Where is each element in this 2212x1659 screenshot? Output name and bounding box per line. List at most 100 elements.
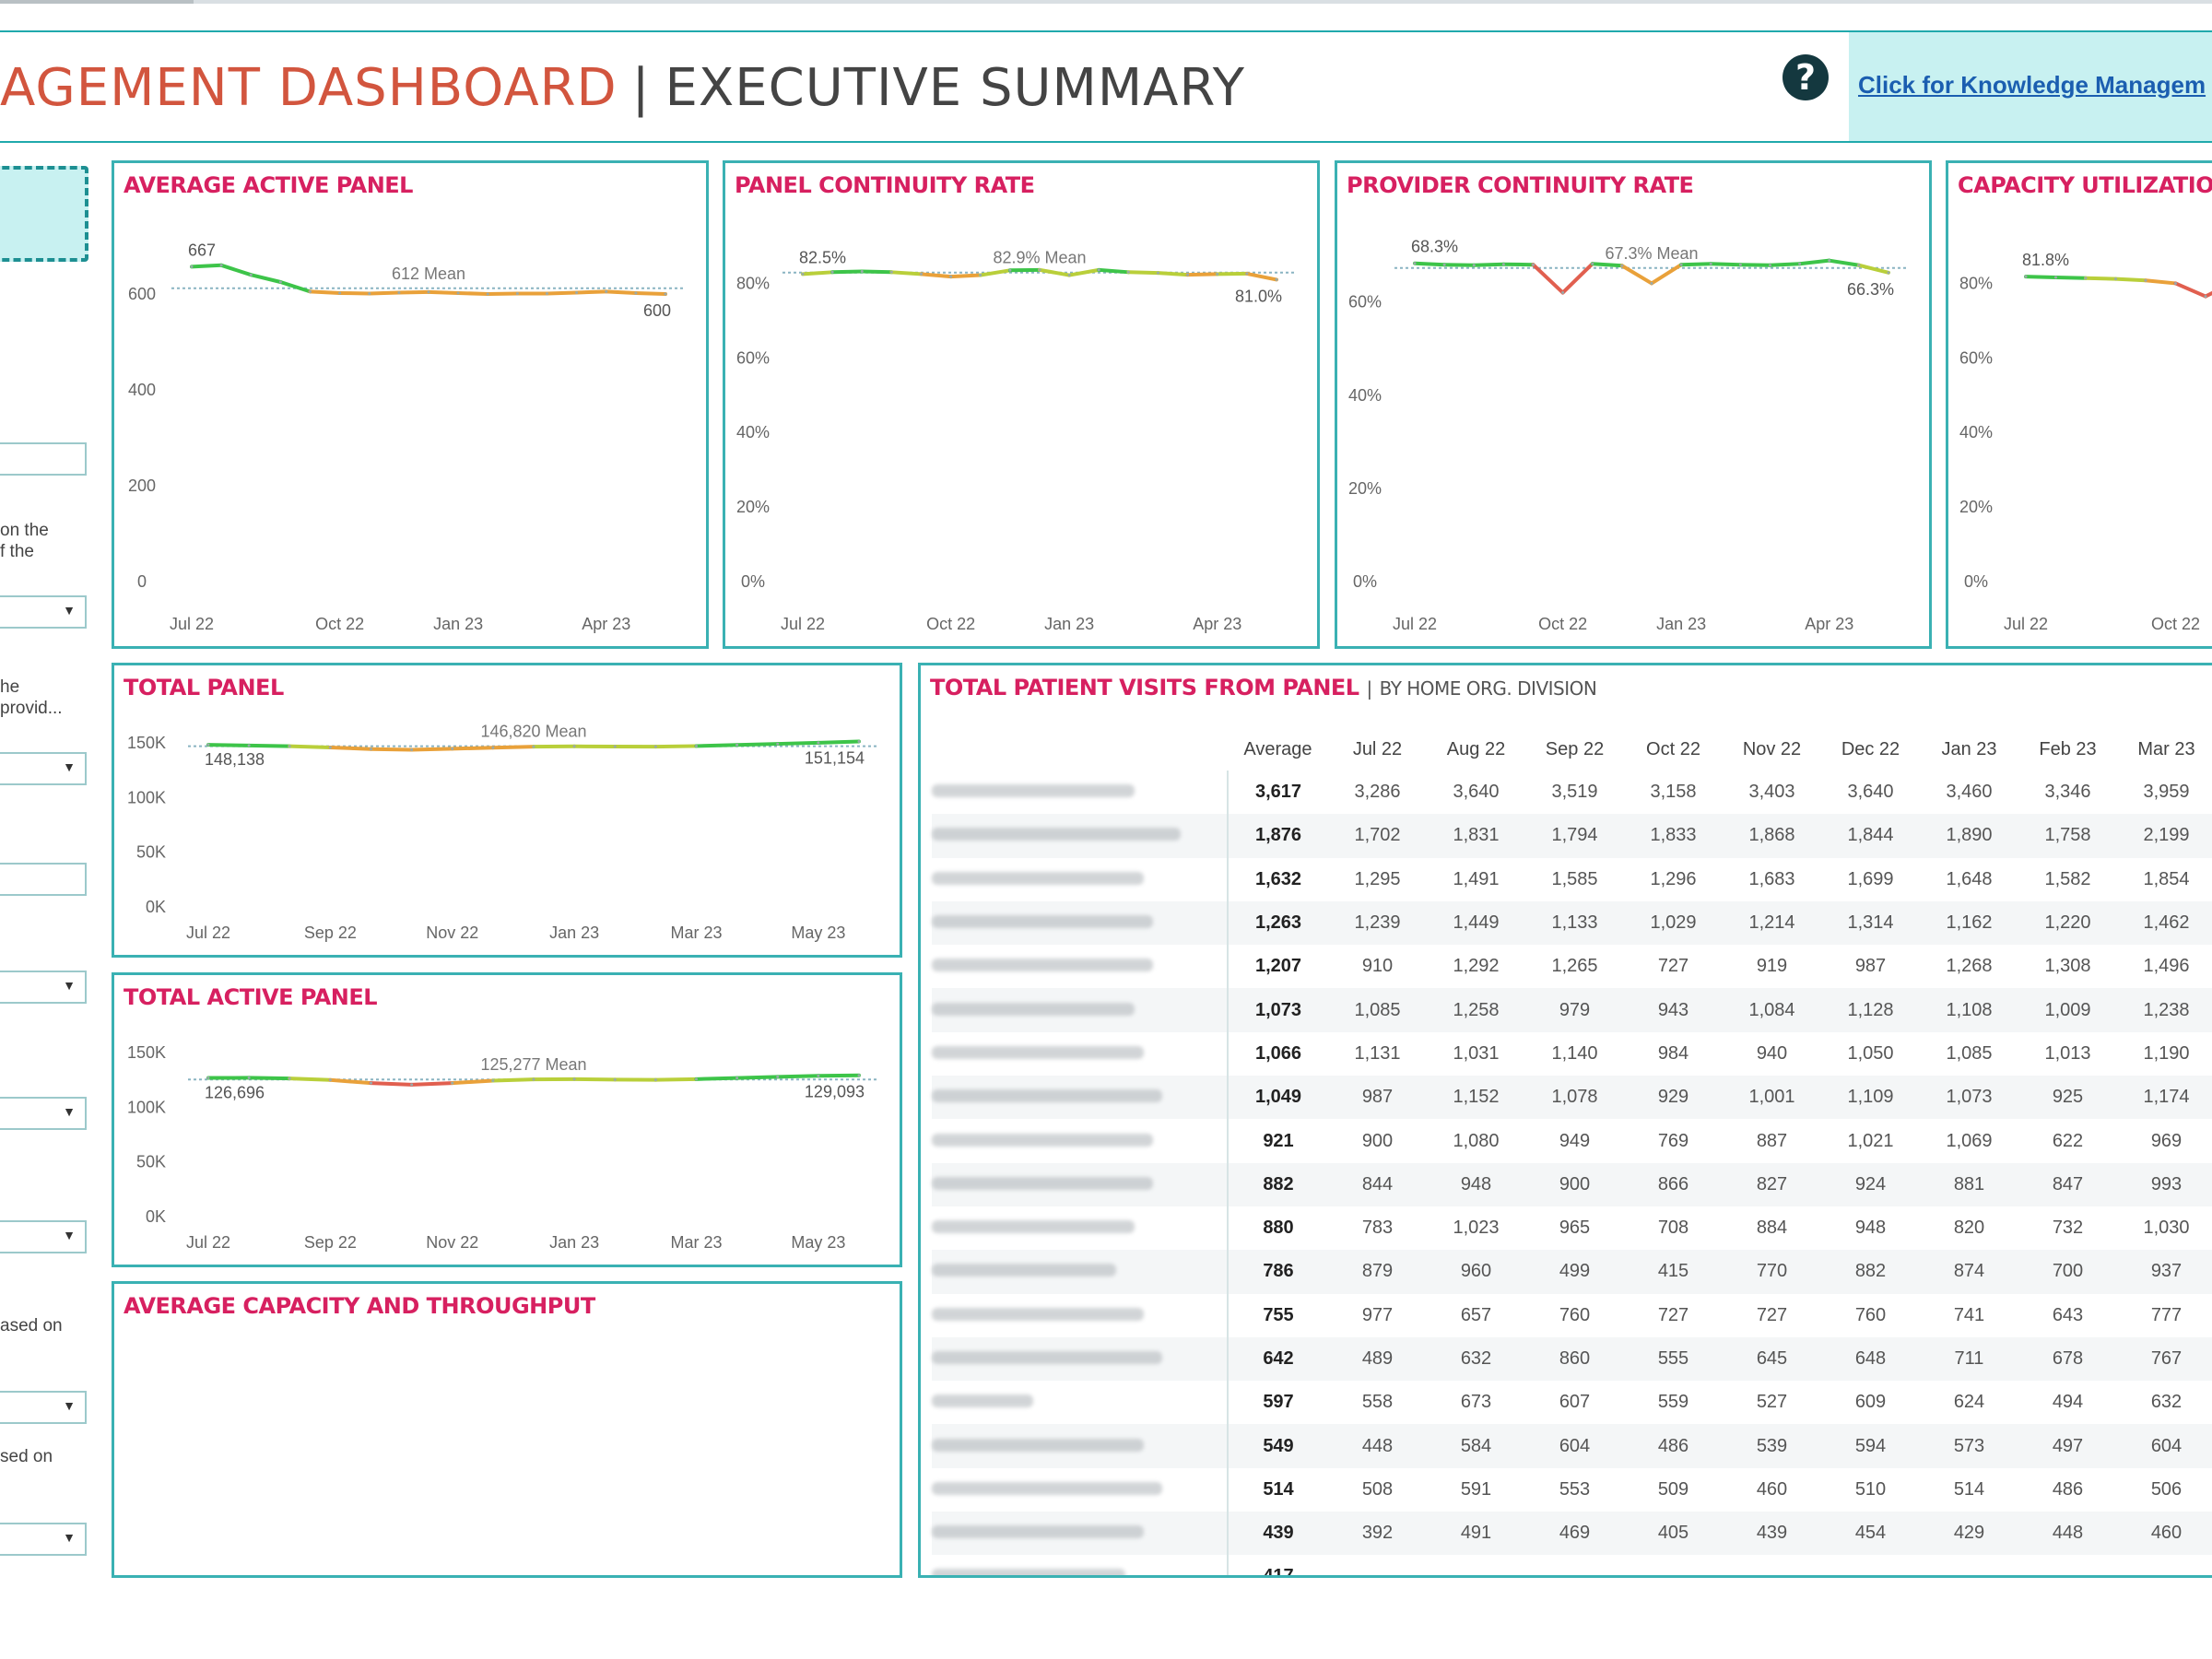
y-tick-label: 0% [1964,572,1988,591]
filter-input-1[interactable] [0,442,87,476]
data-point [572,1077,576,1081]
x-tick-label: Nov 22 [426,924,478,942]
month-cell: 1,023 [1453,1218,1500,1239]
data-point [247,744,251,747]
series-segment [633,290,667,296]
redacted-text [932,1351,1162,1364]
data-point [1561,291,1565,295]
redacted-text [932,1307,1144,1321]
series-segment [308,289,342,295]
filter-dropdown-1[interactable]: ▼ [0,595,87,629]
month-cell: 943 [1624,988,1723,1032]
series-segment [396,289,430,295]
data-point [889,270,893,274]
month-cell [2018,1555,2117,1575]
month-cell: 591 [1460,1478,1492,1500]
month-cell: 1,140 [1551,1042,1598,1064]
month-cell: 539 [1723,1424,1821,1468]
mean-label: 82.9% Mean [993,249,1086,267]
table-row: 549 448 584 604 486 539 594 573 497 604 [932,1424,2212,1468]
start-value-label: 148,138 [205,750,265,769]
month-cell: 940 [1756,1042,1788,1064]
filter-dropdown-6[interactable]: ▼ [0,1391,87,1424]
data-point [613,1077,617,1081]
month-cell: 460 [1756,1478,1788,1500]
column-header: Jan 23 [1941,738,1997,759]
filter-label-1b: f the [0,542,34,561]
title-main-text: AGEMENT DASHBOARD [0,58,618,118]
series-segment [694,743,739,748]
data-point [247,1076,251,1079]
average-cell: 1,263 [1227,900,1328,946]
month-cell: 1,296 [1650,868,1697,889]
data-point [817,741,820,745]
month-cell: 727 [1657,956,1689,977]
month-cell [1624,1555,1723,1575]
month-cell: 415 [1624,1250,1723,1294]
row-name-redacted [932,1555,1228,1575]
series-segment [1185,272,1219,277]
filter-dropdown-3[interactable]: ▼ [0,971,87,1004]
month-cell: 910 [1361,956,1394,977]
series-segment [1619,264,1653,286]
mean-label: 67.3% Mean [1605,244,1698,263]
filter-dropdown-2[interactable]: ▼ [0,752,87,785]
average-cell: 1,207 [1227,945,1328,989]
series-segment [450,746,495,751]
data-point [575,290,579,294]
month-cell: 1,021 [1847,1130,1894,1151]
end-value-label: 129,093 [805,1083,865,1101]
chevron-down-icon: ▼ [63,1398,76,1413]
data-point [515,291,519,295]
month-cell: 1,085 [1328,988,1427,1032]
month-cell: 604 [1525,1424,1624,1468]
series-segment [919,272,953,279]
data-point [1413,262,1417,265]
filter-dropdown-4[interactable]: ▼ [0,1097,87,1130]
y-tick-label: 200 [128,477,156,495]
month-cell: 1,001 [1723,1076,1821,1120]
table-header-row: Average Jul 22 Aug 22 Sep 22 Oct 22 Nov 22 Dec… [932,728,2212,771]
data-point [278,280,282,284]
filter-dropdown-7[interactable]: ▼ [0,1523,87,1556]
month-cell: 887 [1756,1130,1788,1151]
x-tick-label: Oct 22 [1538,615,1587,633]
month-cell: 879 [1328,1250,1427,1294]
month-cell: 727 [1657,1304,1689,1325]
data-point [1709,262,1712,265]
month-cell: 558 [1361,1392,1394,1413]
row-name-redacted [932,1032,1228,1076]
x-tick-label: May 23 [791,924,845,942]
panel-continuity-title: PANEL CONTINUITY RATE [735,172,1035,198]
data-point [860,270,864,274]
month-cell: 1,009 [2018,988,2117,1032]
knowledge-management-link[interactable]: Click for Knowledge Managem [1849,32,2212,141]
avg-active-panel-chart: 0 200 400 600 Jul 22 Oct 22 Jan 23 Apr 23 612 Me… [128,241,686,633]
help-icon[interactable]: ? [1783,54,1829,100]
filter-dropdown-5[interactable]: ▼ [0,1220,87,1253]
month-cell: 508 [1361,1478,1394,1500]
data-point [949,275,953,278]
filter-label-2b: provid... [0,699,63,718]
total-active-panel-title: TOTAL ACTIVE PANEL [124,984,378,1010]
table-row: 417 [932,1555,2212,1575]
filter-input-2[interactable] [0,863,87,896]
month-cell: 820 [1953,1218,1985,1239]
y-tick-label: 400 [128,381,156,399]
month-cell: 700 [2018,1250,2117,1294]
y-tick-label: 60% [736,348,770,367]
series-segment [367,290,401,296]
month-cell: 624 [1953,1392,1985,1413]
x-tick-label: Apr 23 [1805,615,1853,633]
redacted-text [932,1569,1125,1575]
data-point [427,290,430,294]
y-tick-label: 0% [741,572,765,591]
capacity-utilization-chart: 0% 20% 40% 60% 80% Jul 22 Oct 22 81.8% [1959,251,2212,633]
month-cell: 510 [1854,1478,1887,1500]
column-header: Mar 23 [2137,738,2195,759]
month-cell: 937 [2117,1250,2212,1294]
month-cell: 1,585 [1551,868,1598,889]
data-point [1008,268,1012,272]
start-value-label: 68.3% [1411,238,1458,256]
filter-apply-button[interactable] [0,166,88,262]
